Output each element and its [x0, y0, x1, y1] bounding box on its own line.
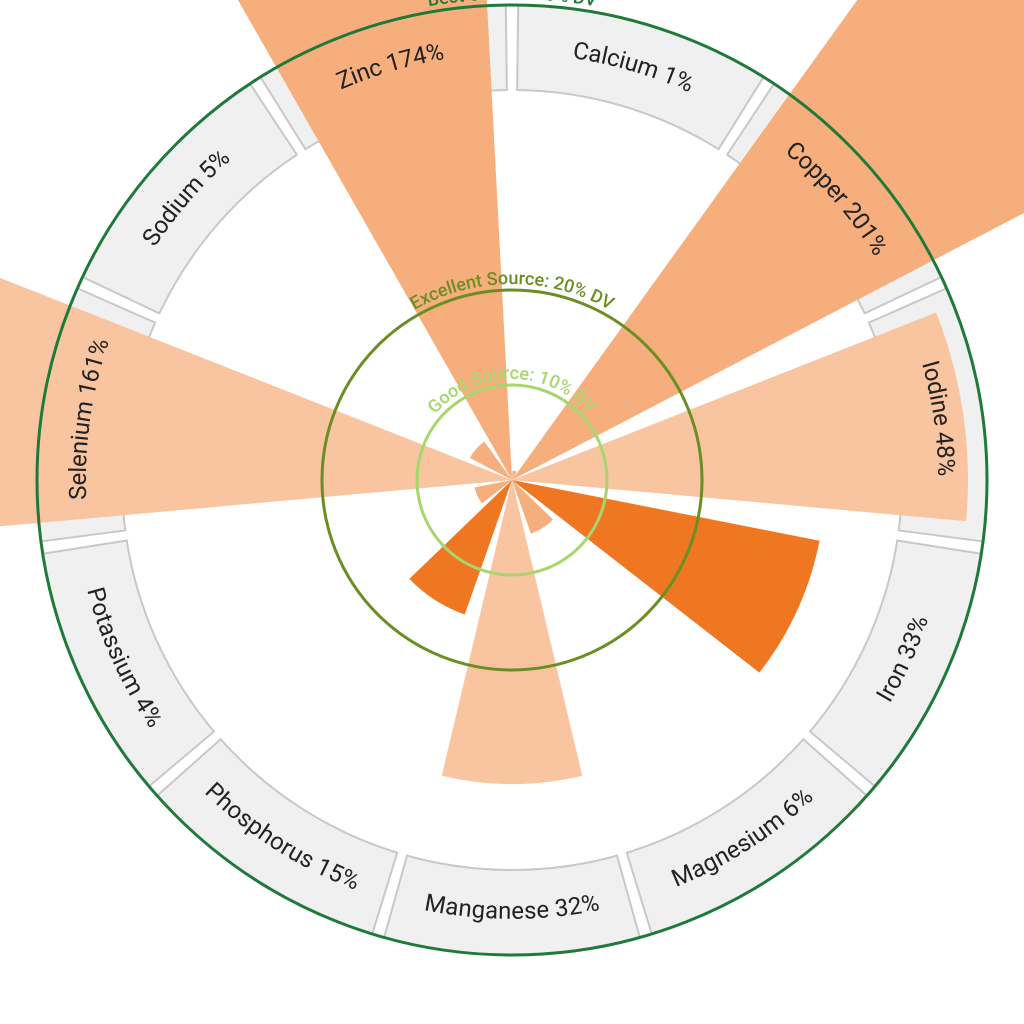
wedge-iron: [512, 480, 820, 673]
wedge-manganese: [442, 480, 583, 784]
nutrient-polar-chart: Good Source: 10% DVExcellent Source: 20%…: [0, 0, 1024, 1024]
